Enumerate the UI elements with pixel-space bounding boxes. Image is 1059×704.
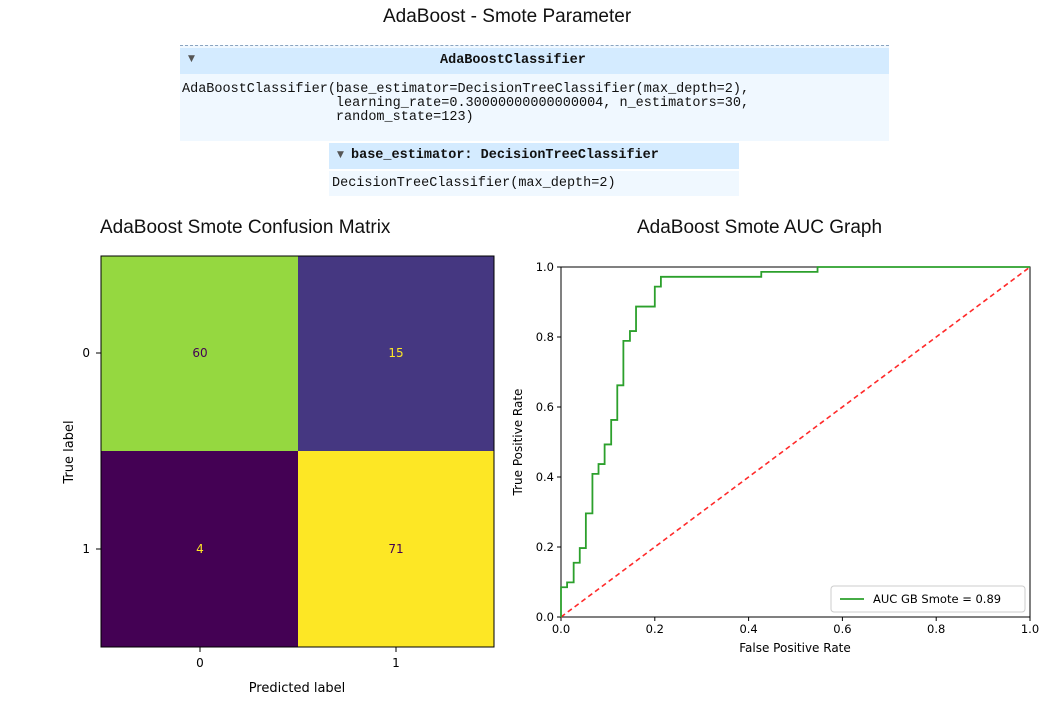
roc-xtick-label: 0.0 [552,622,570,636]
cm-cell-1-0 [101,451,298,647]
caret-down-icon[interactable]: ▼ [188,54,195,64]
cm-cell-1-1 [298,451,494,647]
cm-frame [100,255,495,648]
roc-xtick-label: 1.0 [1021,622,1039,636]
roc-xtick-label: 0.6 [833,622,851,636]
base-estimator-body: DecisionTreeClassifier(max_depth=2) [329,171,739,196]
roc-ytick-label: 1.0 [536,260,554,274]
cm-ytick-1: 1 [82,542,90,556]
cm-title: AdaBoost Smote Confusion Matrix [100,217,391,238]
roc-diagonal-line [560,266,1031,618]
cm-ylabel: True label [62,420,77,484]
page-title: AdaBoost - Smote Parameter [383,6,632,27]
cm-ytick-0: 0 [82,346,90,360]
roc-ytick-label: 0.6 [536,400,554,414]
estimator-repr-line-3: random_state=123) [182,110,474,125]
confusion-matrix-chart: 60 15 4 71 0 1 0 1 Predicted label True … [62,255,495,696]
roc-ytick-label: 0.2 [536,540,554,554]
estimator-header-label: AdaBoostClassifier [440,53,586,68]
estimator-header[interactable]: ▼ AdaBoostClassifier [180,48,889,74]
caret-down-icon[interactable]: ▼ [337,150,344,160]
roc-xtick-label: 0.8 [927,622,945,636]
roc-legend [830,585,1026,613]
cm-value-1-1: 71 [388,542,403,556]
roc-ytick-label: 0.4 [536,470,554,484]
cm-xlabel: Predicted label [249,681,346,696]
cm-value-1-0: 4 [196,542,204,556]
base-estimator-header-label: base_estimator: DecisionTreeClassifier [351,148,659,163]
estimator-repr-line-2: learning_rate=0.30000000000000004, n_est… [182,96,750,111]
estimator-panel: ▼ AdaBoostClassifier AdaBoostClassifier(… [180,45,889,141]
roc-ylabel: True Positive Rate [511,389,525,497]
cm-cell-0-1 [298,256,494,451]
cm-xtick-1: 1 [392,656,400,670]
cm-value-0-0: 60 [192,346,207,360]
roc-xlabel: False Positive Rate [739,641,851,655]
base-estimator-header[interactable]: ▼ base_estimator: DecisionTreeClassifier [329,143,739,169]
cm-xtick-0: 0 [196,656,204,670]
cm-value-0-1: 15 [388,346,403,360]
base-estimator-repr: DecisionTreeClassifier(max_depth=2) [332,176,616,191]
roc-ytick-label: 0.0 [536,610,554,624]
roc-title: AdaBoost Smote AUC Graph [637,217,883,238]
base-estimator-panel: ▼ base_estimator: DecisionTreeClassifier… [329,143,739,196]
roc-ytick-label: 0.8 [536,330,554,344]
roc-xtick-label: 0.2 [646,622,664,636]
roc-xtick-label: 0.4 [739,622,757,636]
roc-curve-line [560,266,1030,617]
estimator-repr-line-1: AdaBoostClassifier(base_estimator=Decisi… [182,82,750,97]
roc-legend-label: AUC GB Smote = 0.89 [873,592,1001,606]
cm-cell-0-0 [101,256,298,451]
roc-chart: 0.0 0.2 0.4 0.6 0.8 1.0 0.0 0.2 0.4 0.6 0.8 1.0 AUC… [511,260,1039,655]
